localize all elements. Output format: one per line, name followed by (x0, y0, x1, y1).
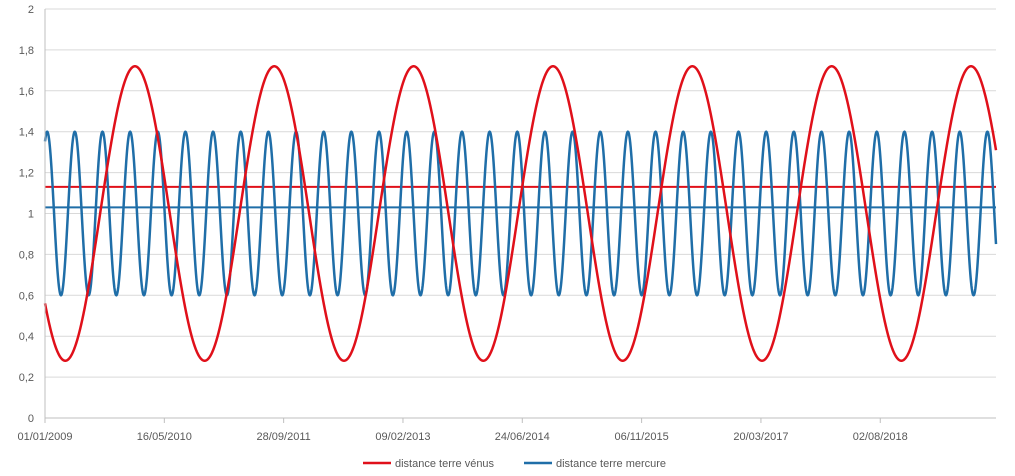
x-tick-label: 20/03/2017 (733, 431, 788, 443)
y-tick-label: 0,6 (19, 290, 34, 302)
y-tick-label: 1,8 (19, 45, 34, 57)
y-tick-label: 1,6 (19, 86, 34, 98)
axes (44, 9, 996, 423)
y-tick-label: 1,4 (19, 127, 34, 139)
x-tick-label: 24/06/2014 (495, 431, 550, 443)
y-tick-label: 0 (28, 413, 34, 425)
series-line-mercure (43, 130, 998, 297)
x-tick-label: 28/09/2011 (257, 431, 311, 443)
y-tick-label: 0,8 (19, 249, 34, 261)
x-tick-label: 06/11/2015 (614, 431, 668, 443)
series-lines (43, 65, 998, 362)
y-axis-tick-labels: 0 0,2 0,4 0,6 0,8 1 1,2 1,4 1,6 1,8 2 (19, 4, 34, 425)
y-tick-label: 1,2 (19, 168, 34, 180)
legend-mercure-label: distance terre mercure (556, 458, 666, 470)
legend: distance terre vénus distance terre merc… (363, 458, 666, 470)
reference-lines (45, 185, 996, 209)
x-tick-label: 02/08/2018 (853, 431, 908, 443)
series-line-venus (43, 65, 998, 362)
x-tick-label: 09/02/2013 (375, 431, 430, 443)
y-tick-label: 2 (28, 4, 34, 16)
y-tick-label: 0,2 (19, 372, 34, 384)
y-tick-label: 0,4 (19, 331, 34, 343)
x-tick-label: 16/05/2010 (137, 431, 192, 443)
x-axis-tick-labels: 01/01/2009 16/05/2010 28/09/2011 09/02/2013… (17, 431, 907, 443)
legend-venus-label: distance terre vénus (395, 458, 495, 470)
y-tick-label: 1 (28, 209, 34, 221)
x-tick-label: 01/01/2009 (17, 431, 72, 443)
